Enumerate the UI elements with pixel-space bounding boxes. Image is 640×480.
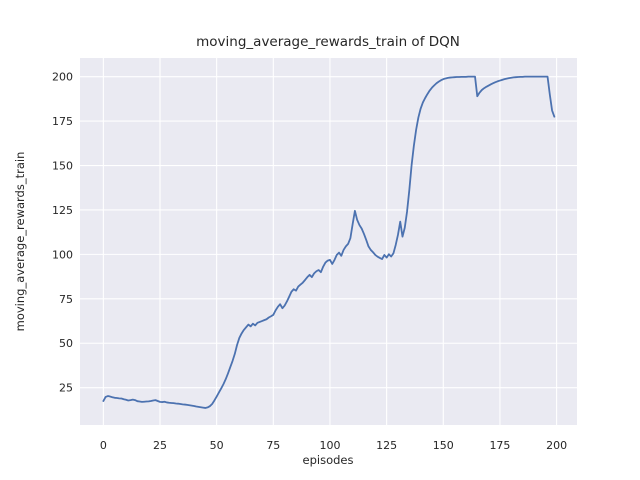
x-tick-label: 25 (153, 439, 167, 452)
x-tick-label: 100 (319, 439, 340, 452)
y-tick-label: 175 (52, 115, 73, 128)
y-tick-label: 125 (52, 204, 73, 217)
reward-line-series (102, 75, 556, 409)
y-axis-label: moving_average_rewards_train (13, 152, 27, 332)
x-tick-label: 50 (210, 439, 224, 452)
x-tick-label: 200 (546, 439, 567, 452)
x-tick-label: 125 (376, 439, 397, 452)
x-axis-label: episodes (303, 453, 354, 467)
y-tick-label: 200 (52, 71, 73, 84)
tick-labels: 0 25 50 75 100 125 150 175 200 25 50 75 100 125 150 175… (52, 71, 567, 452)
x-tick-label: 175 (489, 439, 510, 452)
x-tick-label: 75 (266, 439, 280, 452)
y-tick-label: 50 (59, 337, 73, 350)
y-tick-label: 150 (52, 160, 73, 173)
x-tick-label: 0 (100, 439, 107, 452)
grid-lines (80, 58, 577, 425)
y-tick-label: 75 (59, 293, 73, 306)
plot-area (80, 58, 577, 425)
x-tick-label: 150 (433, 439, 454, 452)
y-tick-label: 100 (52, 248, 73, 261)
y-tick-label: 25 (59, 382, 73, 395)
chart-title: moving_average_rewards_train of DQN (196, 34, 460, 50)
